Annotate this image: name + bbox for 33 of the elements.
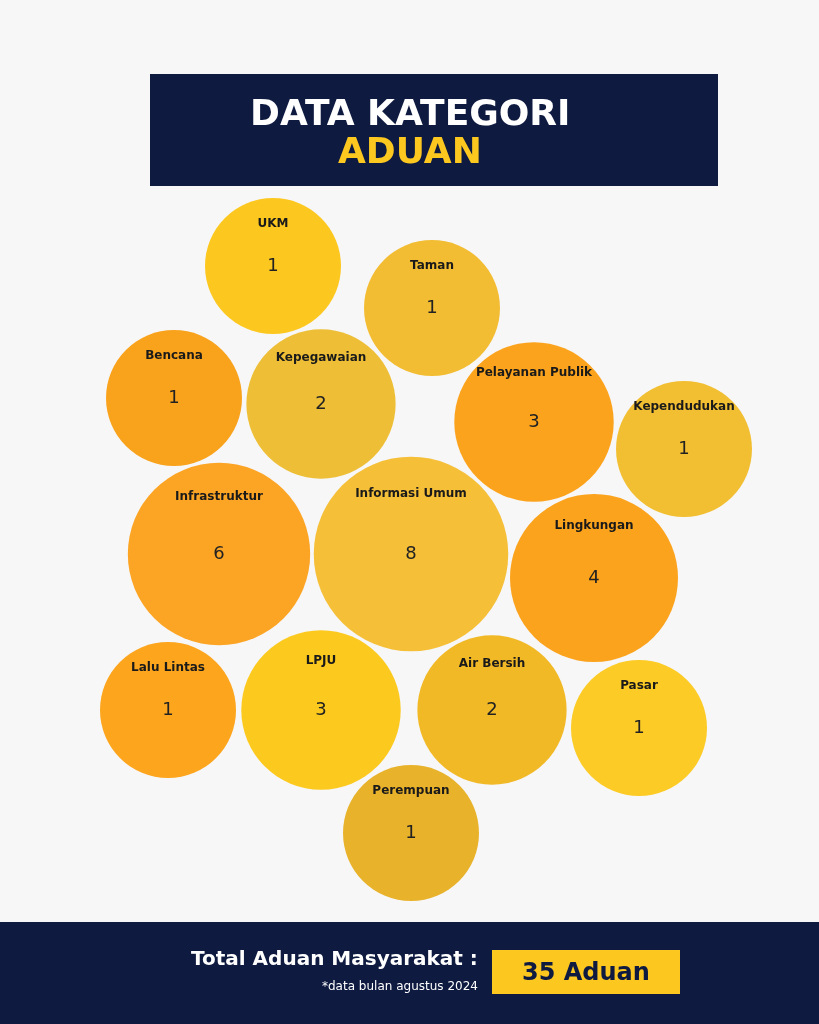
data-label: 2 xyxy=(486,697,498,719)
category-label: LPJU xyxy=(305,652,337,667)
text: DATA KATEGORI xyxy=(250,92,571,133)
text: Total Aduan Masyarakat : xyxy=(191,946,478,970)
data-label: 1 xyxy=(426,295,438,317)
category-label: UKM xyxy=(257,215,289,230)
text: 35 Aduan xyxy=(522,958,650,986)
text: ADUAN xyxy=(338,130,482,171)
data-label: 4 xyxy=(588,565,600,587)
data-label: 6 xyxy=(213,541,225,563)
data-label: 1 xyxy=(168,385,180,407)
category-label: Pasar xyxy=(620,677,658,692)
data-label: 8 xyxy=(405,541,417,563)
category-label: Infrastruktur xyxy=(175,489,263,504)
category-label: Perempuan xyxy=(372,782,450,797)
data-label: 3 xyxy=(315,697,327,719)
data-label: 1 xyxy=(678,436,690,458)
category-label: Taman xyxy=(410,257,454,272)
data-label: 1 xyxy=(405,820,417,842)
category-label: Pelayanan Publik xyxy=(475,364,594,379)
category-label: Bencana xyxy=(145,347,203,362)
data-label: 2 xyxy=(315,391,327,413)
category-label: Lalu Lintas xyxy=(131,659,205,674)
category-label: Air Bersih xyxy=(458,655,526,670)
data-label: 1 xyxy=(633,715,645,737)
data-label: 1 xyxy=(267,253,279,275)
category-label: Kepegawaian xyxy=(275,349,367,364)
category-label: Kependudukan xyxy=(633,398,735,413)
category-label: Informasi Umum xyxy=(355,485,467,500)
category-label: Lingkungan xyxy=(554,517,634,532)
data-label: 1 xyxy=(162,697,174,719)
text: *data bulan agustus 2024 xyxy=(322,979,478,993)
data-label: 3 xyxy=(528,409,540,431)
